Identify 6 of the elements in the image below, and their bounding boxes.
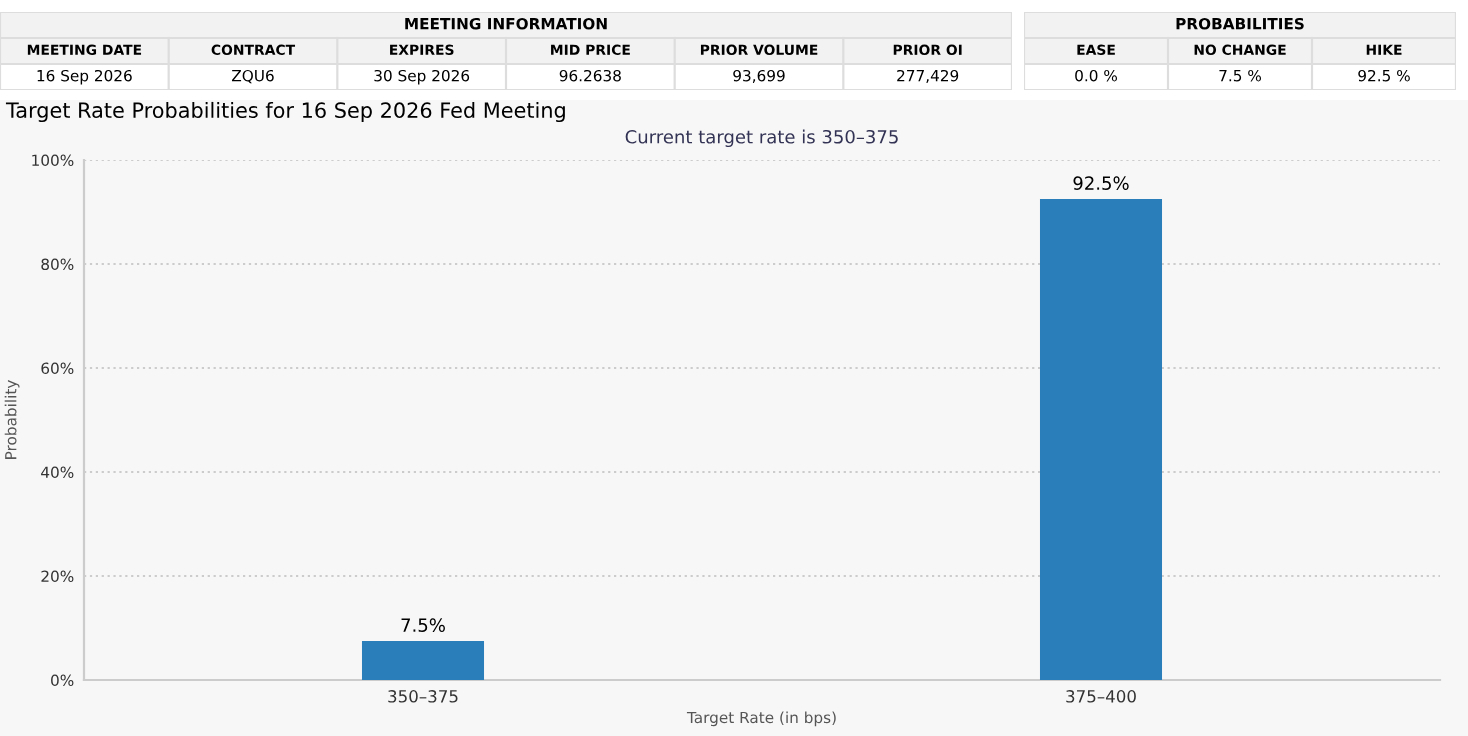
x-tick-label: 375–400: [1066, 690, 1136, 703]
x-tick-label: 350–375: [388, 690, 458, 703]
chart-subtitle: Current target rate is 350–375: [625, 129, 898, 148]
data-label: 7.5%: [401, 618, 445, 632]
data-label: 92.5%: [1073, 176, 1129, 190]
chart-title: Target Rate Probabilities for 16 Sep 2026 Fed Meeting: [5, 101, 565, 123]
